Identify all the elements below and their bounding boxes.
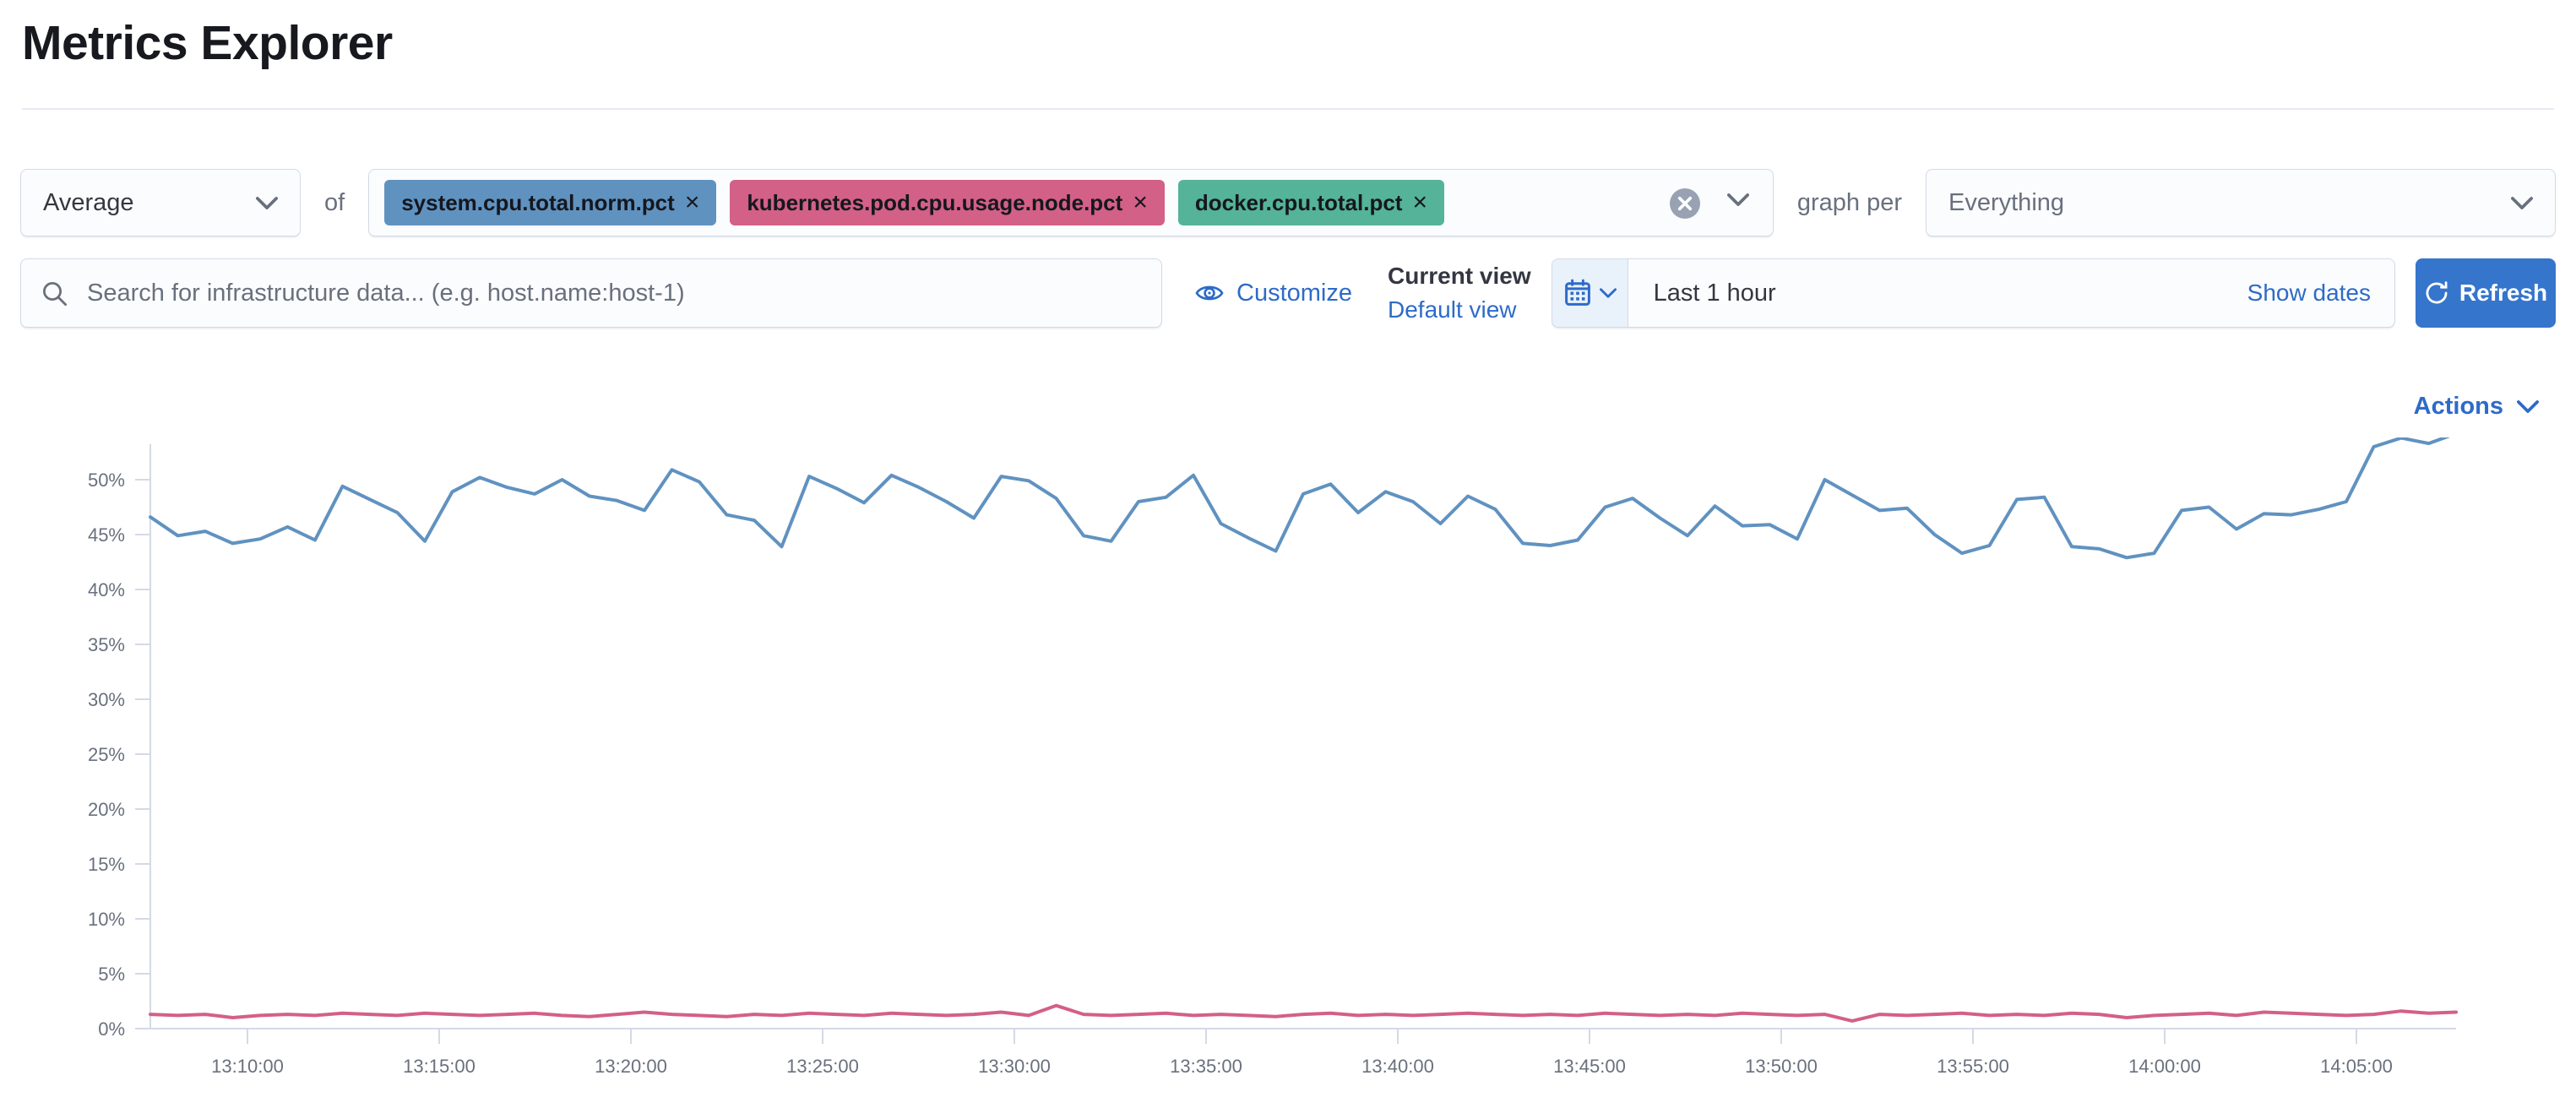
x-axis-label: 13:30:00	[978, 1056, 1051, 1077]
time-range-value[interactable]: Last 1 hour	[1653, 279, 1776, 307]
group-by-value: Everything	[1948, 188, 2065, 216]
metric-pill-label: system.cpu.total.norm.pct	[401, 189, 675, 215]
y-axis-label: 50%	[88, 470, 125, 491]
date-picker: Last 1 hour Show dates	[1551, 258, 2395, 328]
search-toolbar: Customize Current view Default view Last…	[20, 258, 2556, 328]
search-icon	[41, 280, 68, 314]
title-divider	[22, 108, 2554, 110]
calendar-icon	[1564, 279, 1590, 306]
y-axis-label: 40%	[88, 579, 125, 600]
y-axis-label: 5%	[98, 964, 125, 985]
x-axis-label: 13:20:00	[595, 1056, 667, 1077]
x-axis-label: 13:15:00	[403, 1056, 476, 1077]
x-axis-label: 13:45:00	[1553, 1056, 1626, 1077]
x-axis-label: 13:50:00	[1745, 1056, 1818, 1077]
search-box	[20, 258, 1162, 328]
chart-line-0[interactable]	[149, 437, 2456, 560]
chart-header: Actions	[0, 388, 2539, 424]
x-axis-label: 13:55:00	[1937, 1056, 2009, 1077]
metric-pill-label: docker.cpu.total.pct	[1194, 189, 1403, 215]
x-axis-label: 13:25:00	[786, 1056, 859, 1077]
x-axis-label: 14:05:00	[2320, 1056, 2393, 1077]
customize-button[interactable]: Customize	[1194, 278, 1352, 308]
page-title: Metrics Explorer	[22, 16, 393, 70]
chart-line-1[interactable]	[149, 1003, 2458, 1023]
metric-pill-label: kubernetes.pod.cpu.usage.node.pct	[747, 189, 1123, 215]
eye-icon	[1195, 285, 1224, 301]
x-axis-label: 13:35:00	[1170, 1056, 1242, 1077]
y-axis-label: 30%	[88, 689, 125, 710]
chevron-down-icon	[256, 196, 278, 209]
graph-per-label: graph per	[1796, 188, 1902, 216]
current-view-label: Current view	[1388, 263, 1531, 289]
of-label: of	[324, 188, 345, 216]
metrics-combo-box[interactable]: system.cpu.total.norm.pct × kubernetes.p…	[368, 169, 1774, 236]
actions-menu-button[interactable]: Actions	[2414, 388, 2539, 424]
aggregation-select[interactable]: Average	[20, 169, 301, 236]
aggregation-value: Average	[43, 188, 134, 216]
y-axis-label: 35%	[88, 634, 125, 655]
quick-select-button[interactable]	[1552, 259, 1628, 327]
y-axis-label: 45%	[88, 524, 125, 546]
y-axis-label: 25%	[88, 744, 125, 765]
chevron-down-icon	[2511, 196, 2533, 209]
pill-remove-icon[interactable]: ×	[1133, 188, 1148, 216]
metric-pill-docker[interactable]: docker.cpu.total.pct ×	[1177, 180, 1444, 225]
x-axis-label: 13:40:00	[1361, 1056, 1434, 1077]
default-view-link[interactable]: Default view	[1388, 296, 1517, 323]
y-axis-label: 10%	[88, 909, 125, 930]
x-axis-label: 13:10:00	[211, 1056, 284, 1077]
quick-select-chevron-icon	[1599, 288, 1617, 298]
refresh-button[interactable]: Refresh	[2416, 258, 2556, 328]
refresh-icon	[2426, 281, 2448, 304]
clear-icon	[1677, 196, 1692, 211]
pill-remove-icon[interactable]: ×	[684, 188, 700, 216]
combo-clear-button[interactable]	[1669, 188, 1700, 219]
y-axis-label: 0%	[98, 1018, 125, 1040]
customize-label: Customize	[1236, 279, 1352, 307]
actions-chevron-icon	[2517, 399, 2539, 413]
saved-view-control: Current view Default view	[1388, 261, 1531, 325]
actions-label: Actions	[2413, 392, 2503, 420]
metrics-toolbar: Average of system.cpu.total.norm.pct × k…	[20, 169, 2556, 236]
pill-remove-icon[interactable]: ×	[1412, 188, 1427, 216]
metric-pill-kubernetes-pod[interactable]: kubernetes.pod.cpu.usage.node.pct ×	[730, 180, 1165, 225]
y-axis-label: 20%	[88, 799, 125, 820]
x-axis-label: 14:00:00	[2128, 1056, 2201, 1077]
metrics-chart[interactable]: 0% 5% 10% 15% 20% 25% 30% 35% 40% 45% 50% 13:10:00 1…	[0, 437, 2576, 1105]
combo-chevron-icon[interactable]	[1726, 193, 1749, 206]
page-header: Metrics Explorer	[0, 0, 2576, 110]
y-axis-label: 15%	[88, 854, 125, 875]
group-by-select[interactable]: Everything	[1926, 169, 2556, 236]
show-dates-button[interactable]: Show dates	[2247, 280, 2371, 306]
search-input[interactable]	[87, 279, 1161, 307]
refresh-label: Refresh	[2459, 280, 2548, 306]
metric-pill-system-cpu[interactable]: system.cpu.total.norm.pct ×	[384, 180, 717, 225]
